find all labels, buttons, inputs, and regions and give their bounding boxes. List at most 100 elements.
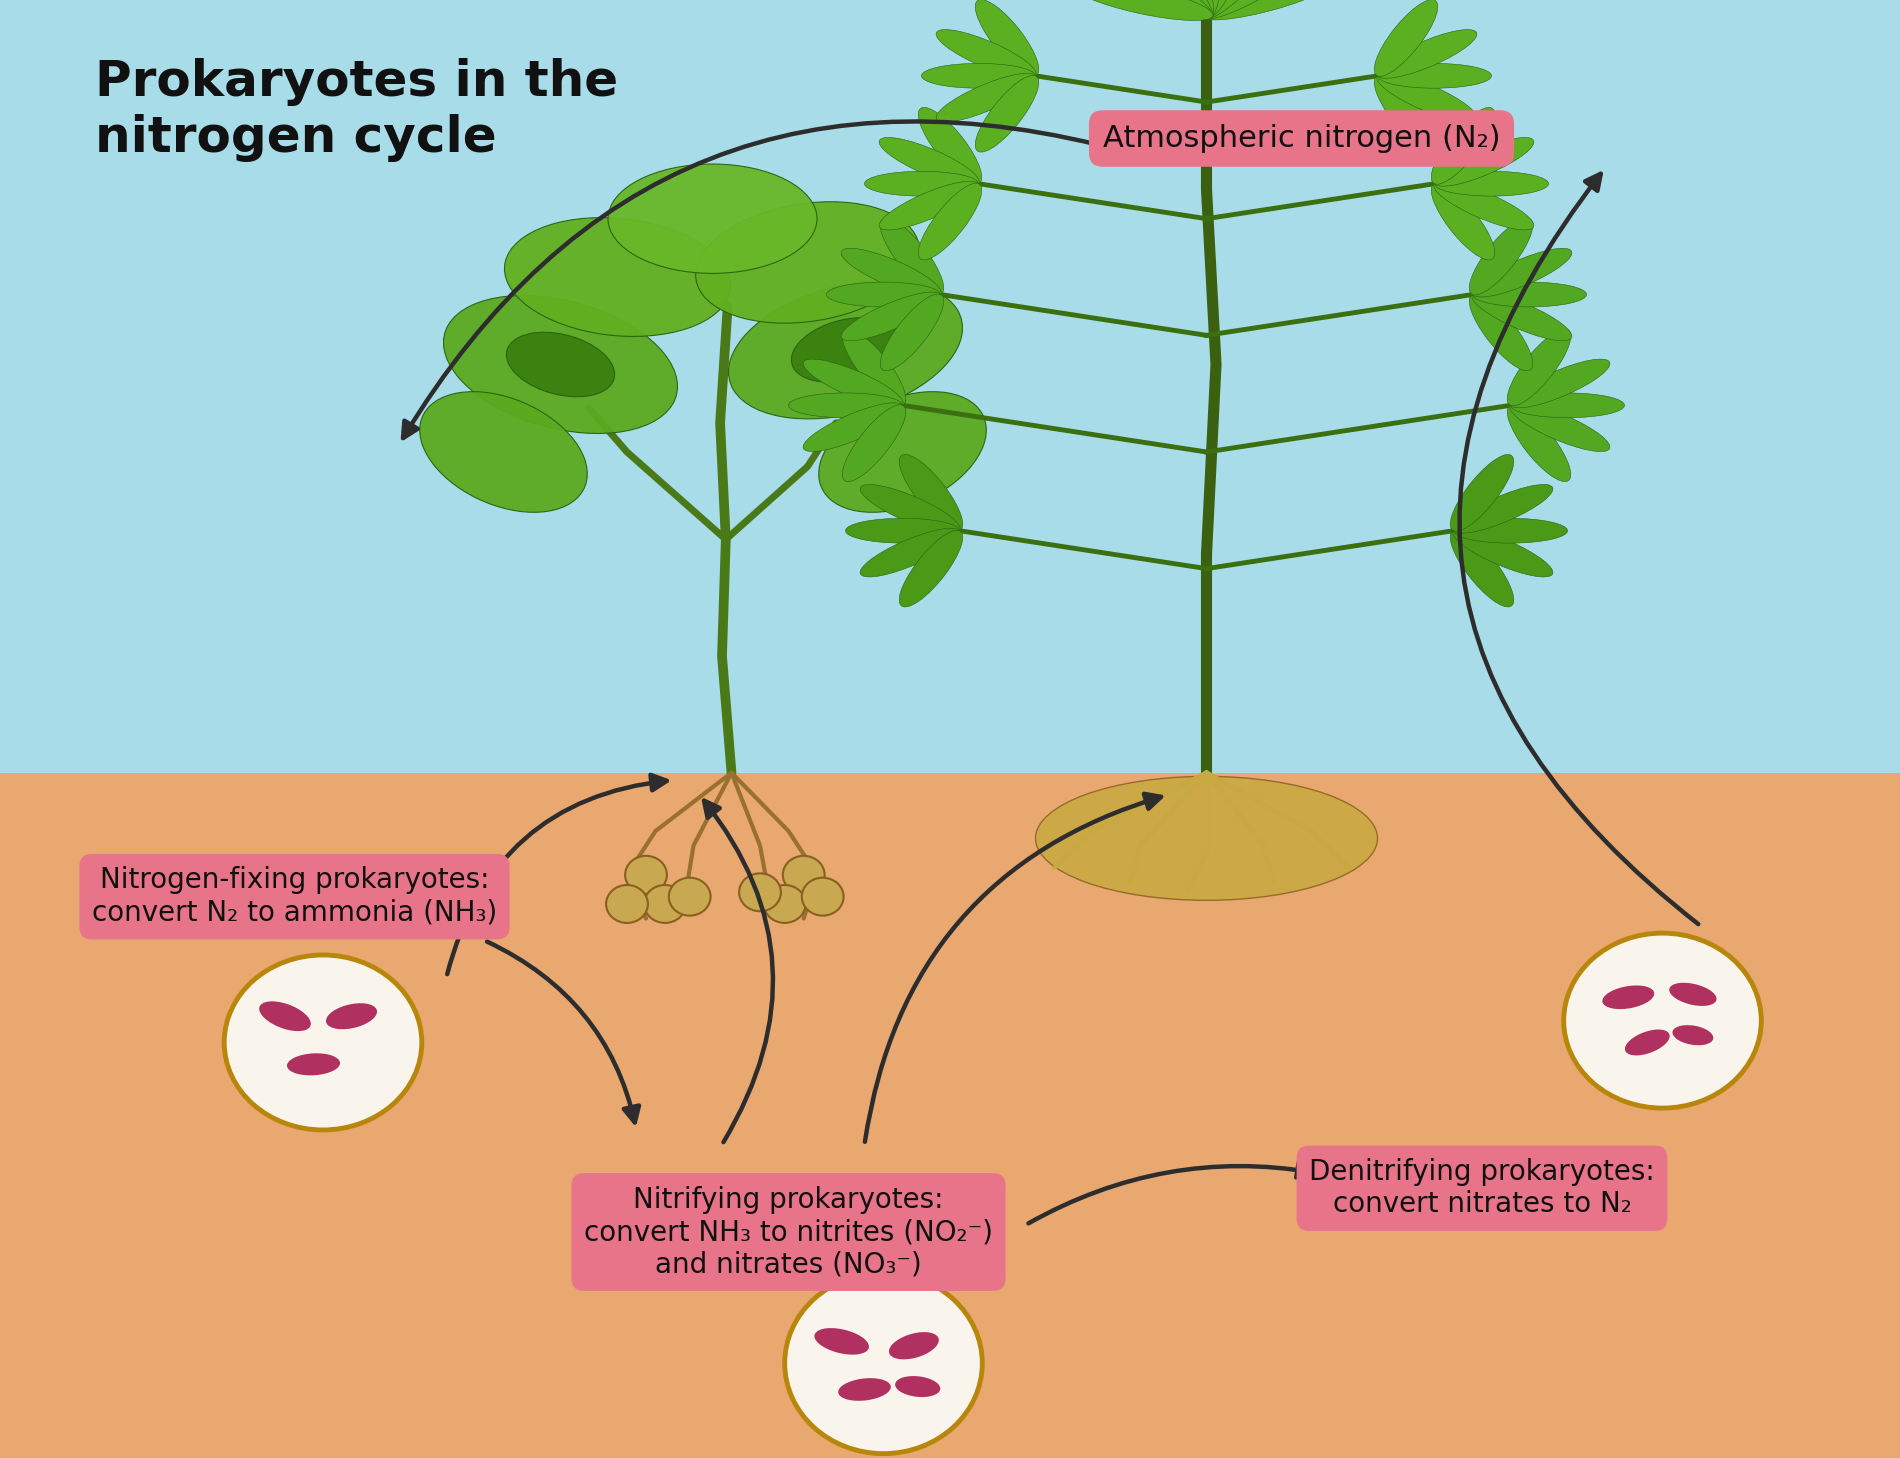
Ellipse shape xyxy=(1201,0,1338,20)
Ellipse shape xyxy=(861,528,960,577)
FancyArrowPatch shape xyxy=(864,793,1161,1142)
Ellipse shape xyxy=(1450,455,1514,531)
FancyArrowPatch shape xyxy=(403,121,1129,437)
Ellipse shape xyxy=(815,1328,868,1354)
Ellipse shape xyxy=(625,856,667,894)
Bar xyxy=(0,773,1900,1458)
Ellipse shape xyxy=(1119,0,1212,19)
Ellipse shape xyxy=(327,1003,376,1029)
Ellipse shape xyxy=(1670,983,1716,1006)
Ellipse shape xyxy=(937,29,1036,79)
Ellipse shape xyxy=(1507,330,1571,405)
Ellipse shape xyxy=(819,392,986,512)
Ellipse shape xyxy=(826,281,940,308)
Ellipse shape xyxy=(739,873,781,911)
Ellipse shape xyxy=(1434,137,1533,187)
Ellipse shape xyxy=(1510,402,1609,452)
Ellipse shape xyxy=(1201,0,1286,19)
Ellipse shape xyxy=(287,1053,340,1076)
Ellipse shape xyxy=(864,172,978,197)
Ellipse shape xyxy=(764,885,806,923)
Ellipse shape xyxy=(1450,531,1514,607)
FancyArrowPatch shape xyxy=(705,800,773,1142)
Text: Prokaryotes in the
nitrogen cycle: Prokaryotes in the nitrogen cycle xyxy=(95,58,618,162)
Ellipse shape xyxy=(1672,1025,1714,1045)
Ellipse shape xyxy=(1378,73,1476,122)
Ellipse shape xyxy=(1201,0,1317,19)
Ellipse shape xyxy=(1564,933,1761,1108)
Ellipse shape xyxy=(1454,519,1568,544)
Ellipse shape xyxy=(1378,29,1476,79)
Ellipse shape xyxy=(1472,248,1571,297)
Ellipse shape xyxy=(1036,776,1378,901)
FancyArrowPatch shape xyxy=(446,774,667,974)
Ellipse shape xyxy=(1434,172,1548,197)
Ellipse shape xyxy=(507,332,614,397)
Ellipse shape xyxy=(880,219,944,295)
Ellipse shape xyxy=(695,201,920,324)
Ellipse shape xyxy=(1510,394,1624,418)
Ellipse shape xyxy=(608,165,817,274)
Text: Denitrifying prokaryotes:
convert nitrates to N₂: Denitrifying prokaryotes: convert nitrat… xyxy=(1309,1158,1655,1219)
Ellipse shape xyxy=(1454,528,1552,577)
Ellipse shape xyxy=(895,1376,940,1397)
Ellipse shape xyxy=(728,281,963,418)
Ellipse shape xyxy=(1374,0,1438,76)
Ellipse shape xyxy=(669,878,711,916)
Ellipse shape xyxy=(258,1002,312,1031)
Ellipse shape xyxy=(1434,181,1533,230)
Ellipse shape xyxy=(1374,76,1438,152)
Ellipse shape xyxy=(792,318,899,382)
Ellipse shape xyxy=(1602,986,1655,1009)
Ellipse shape xyxy=(1378,63,1492,89)
Ellipse shape xyxy=(1188,0,1222,19)
Ellipse shape xyxy=(975,76,1039,152)
Ellipse shape xyxy=(889,1333,939,1359)
Ellipse shape xyxy=(1469,295,1533,370)
Ellipse shape xyxy=(788,394,902,418)
Ellipse shape xyxy=(838,1378,891,1401)
Ellipse shape xyxy=(937,73,1036,122)
Ellipse shape xyxy=(1431,108,1495,184)
Ellipse shape xyxy=(842,330,906,405)
Ellipse shape xyxy=(644,885,686,923)
Text: Atmospheric nitrogen (N₂): Atmospheric nitrogen (N₂) xyxy=(1102,124,1501,153)
Ellipse shape xyxy=(1469,219,1533,295)
Ellipse shape xyxy=(918,108,982,184)
Ellipse shape xyxy=(899,531,963,607)
Ellipse shape xyxy=(804,402,902,452)
Bar xyxy=(0,0,1900,773)
Ellipse shape xyxy=(420,392,587,512)
Ellipse shape xyxy=(785,1273,982,1454)
Ellipse shape xyxy=(1153,0,1214,19)
Ellipse shape xyxy=(922,63,1036,89)
Ellipse shape xyxy=(975,0,1039,76)
Ellipse shape xyxy=(880,181,978,230)
Ellipse shape xyxy=(899,455,963,531)
Ellipse shape xyxy=(842,292,940,341)
Ellipse shape xyxy=(842,405,906,481)
Ellipse shape xyxy=(1624,1029,1670,1056)
Ellipse shape xyxy=(1454,484,1552,534)
Ellipse shape xyxy=(1199,0,1250,19)
Ellipse shape xyxy=(1431,184,1495,260)
Ellipse shape xyxy=(783,856,825,894)
Ellipse shape xyxy=(802,878,844,916)
Ellipse shape xyxy=(606,885,648,923)
Ellipse shape xyxy=(842,248,940,297)
Ellipse shape xyxy=(880,137,978,187)
Ellipse shape xyxy=(1507,405,1571,481)
Ellipse shape xyxy=(846,519,960,544)
Ellipse shape xyxy=(804,359,902,408)
Ellipse shape xyxy=(861,484,960,534)
Ellipse shape xyxy=(1472,281,1586,308)
Ellipse shape xyxy=(224,955,422,1130)
Text: Nitrogen-fixing prokaryotes:
convert N₂ to ammonia (NH₃): Nitrogen-fixing prokaryotes: convert N₂ … xyxy=(91,866,498,927)
Ellipse shape xyxy=(505,217,730,337)
Ellipse shape xyxy=(443,296,678,433)
Text: Nitrifying prokaryotes:
convert NH₃ to nitrites (NO₂⁻)
and nitrates (NO₃⁻): Nitrifying prokaryotes: convert NH₃ to n… xyxy=(583,1185,994,1279)
Ellipse shape xyxy=(1472,292,1571,341)
FancyArrowPatch shape xyxy=(1459,174,1699,924)
FancyArrowPatch shape xyxy=(1028,1162,1313,1223)
Ellipse shape xyxy=(1510,359,1609,408)
